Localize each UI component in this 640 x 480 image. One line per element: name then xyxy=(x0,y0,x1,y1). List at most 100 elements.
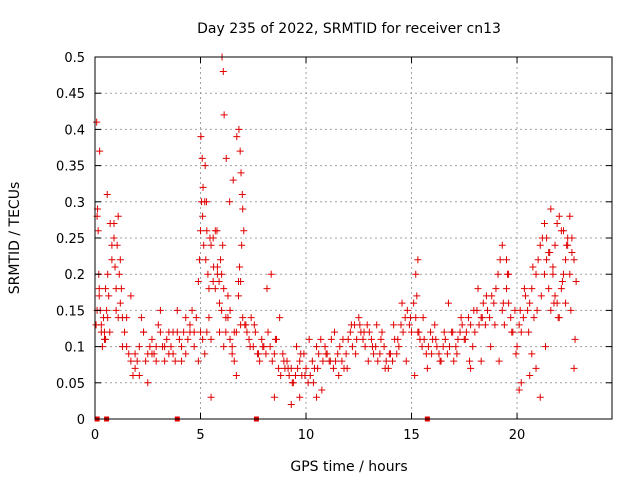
y-tick-label: 0.1 xyxy=(64,341,85,356)
data-point xyxy=(213,227,221,235)
data-point xyxy=(240,227,248,235)
data-point xyxy=(532,364,540,372)
data-point xyxy=(566,212,574,220)
data-point xyxy=(398,299,406,307)
data-point xyxy=(343,364,351,372)
data-point xyxy=(334,350,342,358)
data-point xyxy=(116,256,124,264)
data-point xyxy=(555,212,563,220)
data-point xyxy=(123,314,131,322)
data-point xyxy=(551,241,559,249)
data-point xyxy=(515,386,523,394)
data-point xyxy=(465,314,473,322)
data-point xyxy=(513,343,521,351)
data-point xyxy=(436,357,444,365)
data-point xyxy=(205,285,213,293)
data-point xyxy=(502,256,510,264)
data-point xyxy=(492,285,500,293)
data-point xyxy=(127,357,135,365)
data-point xyxy=(169,328,177,336)
data-point xyxy=(131,350,139,358)
y-tick-label: 0.2 xyxy=(64,268,85,283)
data-point xyxy=(152,357,160,365)
data-point xyxy=(474,285,482,293)
data-point xyxy=(564,234,572,242)
data-point xyxy=(346,328,354,336)
data-point xyxy=(537,292,545,300)
data-point xyxy=(197,227,205,235)
data-point xyxy=(363,321,371,329)
x-axis-label: GPS time / hours xyxy=(290,459,407,475)
data-point xyxy=(262,350,270,358)
y-axis-label: SRMTID / TECUs xyxy=(7,182,23,295)
chart-title: Day 235 of 2022, SRMTID for receiver cn1… xyxy=(197,21,501,37)
data-point xyxy=(276,314,284,322)
data-point xyxy=(156,306,164,314)
data-point xyxy=(105,292,113,300)
data-point xyxy=(148,350,156,358)
data-point xyxy=(502,285,510,293)
data-point xyxy=(228,350,236,358)
data-point xyxy=(186,321,194,329)
data-point xyxy=(536,241,544,249)
data-point xyxy=(570,364,578,372)
data-point xyxy=(102,285,110,293)
data-point xyxy=(291,372,299,380)
data-point xyxy=(251,328,259,336)
data-point xyxy=(339,335,347,343)
data-point xyxy=(348,343,356,351)
data-point xyxy=(199,335,207,343)
data-point xyxy=(567,306,575,314)
data-point xyxy=(142,357,150,365)
data-point xyxy=(562,256,570,264)
data-point xyxy=(450,357,458,365)
data-point xyxy=(178,357,186,365)
data-point xyxy=(483,306,491,314)
data-point xyxy=(161,343,169,351)
data-point xyxy=(220,111,228,119)
data-point xyxy=(135,343,143,351)
data-point xyxy=(486,314,494,322)
data-point xyxy=(131,364,139,372)
data-point xyxy=(553,220,561,228)
data-point xyxy=(528,350,536,358)
data-point xyxy=(294,364,302,372)
data-point xyxy=(112,306,120,314)
data-point xyxy=(402,357,410,365)
data-point xyxy=(137,314,145,322)
data-point xyxy=(235,125,243,133)
data-point xyxy=(412,270,420,278)
data-point xyxy=(545,248,553,256)
data-point xyxy=(517,328,525,336)
data-point xyxy=(308,357,316,365)
data-point xyxy=(268,357,276,365)
data-point xyxy=(408,328,416,336)
data-point xyxy=(542,343,550,351)
data-point xyxy=(317,335,325,343)
data-point xyxy=(515,321,523,329)
data-point xyxy=(490,299,498,307)
data-point xyxy=(566,270,574,278)
data-point xyxy=(230,357,238,365)
data-point xyxy=(361,343,369,351)
data-point xyxy=(200,241,208,249)
data-point xyxy=(479,299,487,307)
data-point xyxy=(557,227,565,235)
data-point xyxy=(415,328,423,336)
data-point xyxy=(285,372,293,380)
data-point xyxy=(454,335,462,343)
data-point xyxy=(275,364,283,372)
data-point xyxy=(314,364,322,372)
data-point xyxy=(201,350,209,358)
data-point xyxy=(146,343,154,351)
data-point xyxy=(163,335,171,343)
data-point xyxy=(144,379,152,387)
data-point xyxy=(220,343,228,351)
data-point xyxy=(95,285,103,293)
data-point xyxy=(528,285,536,293)
data-point xyxy=(173,306,181,314)
data-point xyxy=(507,314,515,322)
data-point xyxy=(554,314,562,322)
data-point xyxy=(236,147,244,155)
data-point xyxy=(397,321,405,329)
